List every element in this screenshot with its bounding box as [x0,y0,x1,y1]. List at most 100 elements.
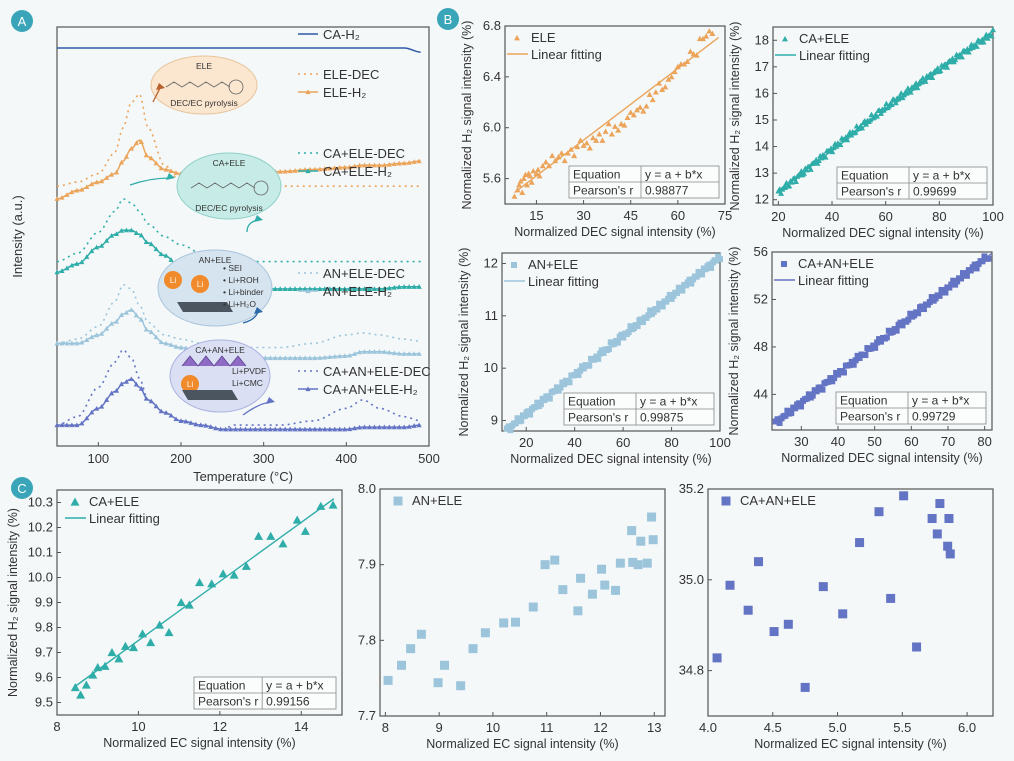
y-tick-label: 17 [755,59,769,74]
data-point [302,355,308,361]
x-tick-label: 40 [825,209,839,224]
data-point [287,286,293,291]
data-point [819,386,826,393]
data-point [376,286,382,291]
x-tick-label: 400 [335,451,357,466]
data-point [798,403,805,410]
annotation-title: CA+ELE [213,158,246,168]
data-point [822,154,829,160]
data-point [366,424,373,430]
panel-badge-a: A [11,10,33,32]
x-tick-label: 60 [878,209,892,224]
data-point [650,309,657,316]
data-point [356,162,363,168]
data-point [118,228,125,233]
data-point [64,192,70,197]
data-point [356,286,363,291]
C3-frame [707,488,994,717]
data-point [527,411,534,418]
data-point [252,426,258,432]
data-point [688,280,695,287]
data-point [54,340,60,346]
data-point [277,426,283,432]
legend-label: CA+AN+ELE-DEC [323,364,431,379]
x-tick-label: 75 [718,208,732,223]
data-point [973,43,980,49]
data-point [163,253,169,258]
data-point [302,426,308,432]
x-tick-label: 60 [671,208,685,223]
data-point [267,426,273,432]
data-point [143,239,149,244]
data-point [79,339,85,345]
annotation-text: • Li+binder [223,287,264,297]
x-tick-label: 9 [436,720,443,735]
data-point [507,427,514,434]
y-tick-label: 18 [755,32,769,47]
arrow-head-icon [254,215,263,222]
data-point [342,353,348,359]
arrow-icon [242,311,259,324]
data-point [198,422,204,428]
data-point [558,150,565,156]
data-point [411,351,417,356]
data-point [108,171,115,177]
legend-label: CA-H₂ [323,27,360,42]
data-point [401,160,407,166]
fit-line [775,252,993,424]
x-axis-label: Normalized DEC signal intensity (%) [510,452,711,466]
data-point [639,319,646,326]
legend-label: AN+ELE-DEC [323,266,405,281]
data-point [133,140,139,146]
legend-label: CA+ELE [89,494,140,509]
y-tick-label: 10.3 [28,495,53,510]
data-point [148,329,154,335]
stats-table: Equation y = a + b*x Pearson's r 0.99875 [563,392,715,426]
data-point [143,152,149,158]
data-point [659,303,666,310]
data-point [511,193,518,199]
data-point [872,344,879,351]
data-point [168,168,174,174]
data-point [561,157,568,164]
data-point [586,145,593,151]
x-tick-label: 300 [253,451,275,466]
y-tick-label: 44 [754,386,768,401]
data-point [278,539,288,548]
data-point [621,122,628,128]
pearson-label: Pearson's r [198,695,258,709]
legend-label: Linear fitting [799,48,870,63]
legend-marker [782,36,788,42]
data-point [347,164,353,170]
data-point [566,379,573,386]
annotation-title: CA+AN+ELE [195,345,245,355]
x-tick-label: 70 [941,434,955,449]
y-tick-label: 9.7 [35,645,53,660]
data-point [396,160,402,166]
data-point [118,381,125,387]
data-point [527,173,534,179]
data-point [183,418,189,424]
y-tick-label: 16 [755,85,769,100]
data-point [593,137,600,143]
graphite-icon [177,302,233,312]
chart-b3: 20 40 60 80 100 9 10 11 12 Normalized DEC signal … [457,248,731,466]
data-point [254,531,264,540]
data-point [337,164,343,170]
data-point [332,286,338,291]
y-tick-label: 56 [754,244,768,259]
data-point [649,96,656,103]
data-point [307,426,313,432]
y-tick-label: 9.9 [35,595,53,610]
x-tick-label: 8 [53,719,60,734]
data-point [537,401,544,408]
data-point [855,538,865,548]
y-tick-label: 6.8 [483,18,501,33]
data-point [818,582,828,592]
y-tick-label: 10.0 [28,570,53,585]
data-point [118,312,125,317]
data-point [381,162,387,168]
data-point [366,286,373,291]
y-tick-label: 52 [754,291,768,306]
legend-marker [305,168,311,174]
